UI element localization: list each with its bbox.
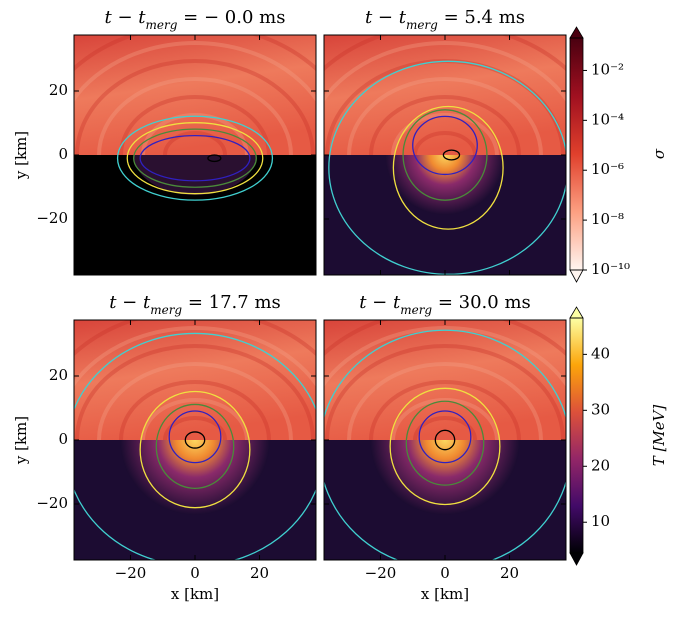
contour (442, 149, 461, 161)
colorbar-tick-label: 10⁻⁴ (591, 110, 624, 128)
colorbar-label: T [MeV] (650, 405, 668, 467)
panel (324, 35, 566, 275)
x-axis-label: x [km] (171, 585, 219, 603)
sigma-map (324, 35, 566, 155)
contour (412, 115, 478, 176)
colorbar-tick-label: 10⁻⁸ (591, 210, 624, 228)
contour (328, 60, 566, 275)
title-part: merg (150, 303, 182, 317)
colorbar-tick-label: 30 (591, 400, 610, 418)
contour (116, 115, 274, 201)
colorbar-frame (569, 37, 584, 271)
x-tick-label: 20 (250, 564, 269, 582)
y-tick-label: 0 (58, 430, 68, 448)
colorbar-tick-label: 20 (591, 456, 610, 474)
y-tick-label: 20 (49, 366, 68, 384)
y-tick-label: 0 (58, 145, 68, 163)
title-part: merg (146, 18, 178, 32)
contour (434, 429, 456, 451)
contour (139, 390, 251, 509)
colorbar-tick-label: 10⁻¹⁰ (591, 260, 630, 278)
y-axis-label: y [km] (12, 131, 30, 180)
title-part: merg (400, 303, 432, 317)
panel (74, 35, 316, 275)
core (133, 155, 257, 195)
x-tick-label: 20 (500, 564, 519, 582)
contour (155, 403, 235, 489)
panel-title: t − tmerg = 5.4 ms (365, 7, 525, 32)
colorbar-tick-label: 10⁻² (591, 60, 624, 78)
panel-title: t − tmerg = 30.0 ms (359, 292, 531, 317)
title-part: t − t (105, 7, 147, 28)
title-part: merg (406, 18, 438, 32)
colorbar (570, 318, 583, 553)
contour (74, 332, 316, 560)
contour (389, 387, 501, 506)
extend-bottom (569, 269, 584, 283)
title-part: = − 0.0 ms (177, 7, 285, 28)
colorbar-tick-label: 10⁻⁶ (591, 160, 624, 178)
contour (126, 122, 264, 195)
title-part: t − t (109, 292, 151, 313)
core (370, 440, 520, 515)
title-part: = 30.0 ms (432, 292, 531, 313)
extend-bottom (569, 552, 584, 566)
x-tick-label: 0 (440, 564, 450, 582)
colorbar-tick-label: 40 (591, 344, 610, 362)
contour (133, 128, 257, 188)
extend-top (569, 26, 584, 39)
x-tick-label: 0 (190, 564, 200, 582)
contour (324, 329, 566, 560)
contour (139, 134, 251, 182)
x-tick-label: −20 (115, 564, 147, 582)
colorbar-label: σ (650, 148, 668, 159)
colorbar-frame (569, 317, 584, 554)
temperature-map (324, 440, 566, 560)
sigma-map (74, 320, 316, 440)
colorbar-tick-label: 10 (591, 512, 610, 530)
contour (392, 105, 504, 230)
core (385, 155, 505, 215)
colorbar (570, 38, 583, 270)
contour (207, 154, 222, 163)
y-tick-label: 20 (49, 81, 68, 99)
title-part: t − t (365, 7, 407, 28)
sigma-map (324, 320, 566, 440)
extend-top (569, 306, 584, 319)
y-tick-label: −20 (36, 494, 68, 512)
panel (324, 320, 566, 560)
title-part: t − t (359, 292, 401, 313)
contour (184, 431, 206, 449)
title-part: = 17.7 ms (182, 292, 281, 313)
x-axis-label: x [km] (421, 585, 469, 603)
title-part: = 5.4 ms (438, 7, 525, 28)
y-axis-label: y [km] (12, 416, 30, 465)
panel-title: t − tmerg = − 0.0 ms (105, 7, 286, 32)
contour (402, 109, 488, 201)
contour (405, 400, 485, 486)
panel-title: t − tmerg = 17.7 ms (109, 292, 281, 317)
panel (74, 320, 316, 560)
x-tick-label: −20 (365, 564, 397, 582)
contour (168, 410, 222, 464)
temperature-map (74, 155, 316, 275)
y-tick-label: −20 (36, 209, 68, 227)
contour (418, 410, 472, 464)
